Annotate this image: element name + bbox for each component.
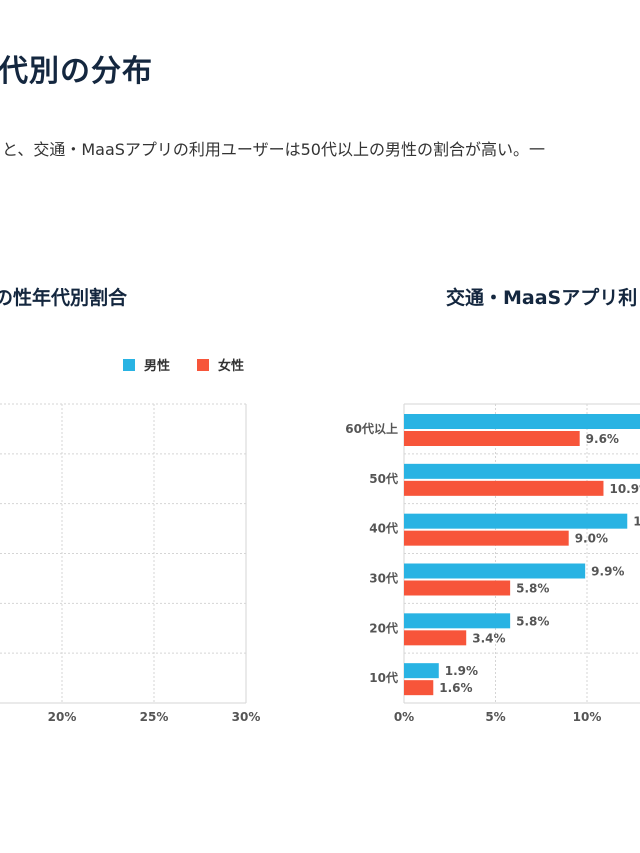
- right-x-tick-label: 0%: [394, 710, 414, 724]
- legend-female-swatch: [197, 358, 209, 371]
- right-x-tick-label: 10%: [573, 710, 602, 724]
- bar-male: [404, 513, 628, 529]
- left-x-tick-label: 20%: [48, 710, 77, 724]
- data-label-female: 3.4%: [472, 631, 505, 645]
- bar-male: [404, 613, 511, 629]
- data-label-female: 9.0%: [575, 532, 608, 546]
- left-chart-title: の性年代別割合: [0, 287, 128, 309]
- page-title: 代別の分布: [0, 54, 153, 89]
- description-text: と、交通・MaaSアプリの利用ユーザーは50代以上の男性の割合が高い。一: [2, 140, 545, 159]
- data-label-female: 5.8%: [516, 582, 549, 596]
- left-x-tick-label: 30%: [232, 710, 261, 724]
- legend-male-label: 男性: [144, 359, 171, 374]
- category-label: 20代: [369, 620, 398, 635]
- legend-male-swatch: [123, 358, 135, 371]
- bar-female: [404, 431, 580, 446]
- bar-male: [404, 663, 439, 679]
- category-label: 10代: [369, 670, 398, 685]
- bar-female: [404, 480, 604, 496]
- data-label-male: 9.9%: [591, 565, 624, 579]
- bar-female: [404, 680, 434, 696]
- category-label: 60代以上: [345, 421, 398, 436]
- right-chart-title: 交通・MaaSアプリ利: [446, 287, 638, 309]
- data-label-female: 10.9%: [609, 482, 640, 496]
- right-x-tick-label: 5%: [485, 710, 505, 724]
- bar-male: [404, 463, 640, 479]
- bar-female: [404, 530, 569, 546]
- category-label: 40代: [369, 521, 398, 536]
- legend-male: 男性: [123, 355, 170, 374]
- bar-male: [404, 414, 640, 429]
- data-label-male: 1.9%: [445, 664, 478, 678]
- bar-female: [404, 580, 511, 596]
- bar-female: [404, 630, 467, 646]
- legend-female-label: 女性: [218, 359, 245, 374]
- left-x-tick-label: 25%: [140, 710, 169, 724]
- data-label-male: 12.2%: [633, 515, 640, 529]
- legend-female: 女性: [197, 355, 244, 374]
- category-label: 30代: [369, 570, 398, 585]
- data-label-female: 1.6%: [439, 681, 472, 695]
- bar-male: [404, 563, 586, 579]
- data-label-male: 5.8%: [516, 614, 549, 628]
- category-label: 50代: [369, 471, 398, 486]
- data-label-female: 9.6%: [586, 432, 619, 446]
